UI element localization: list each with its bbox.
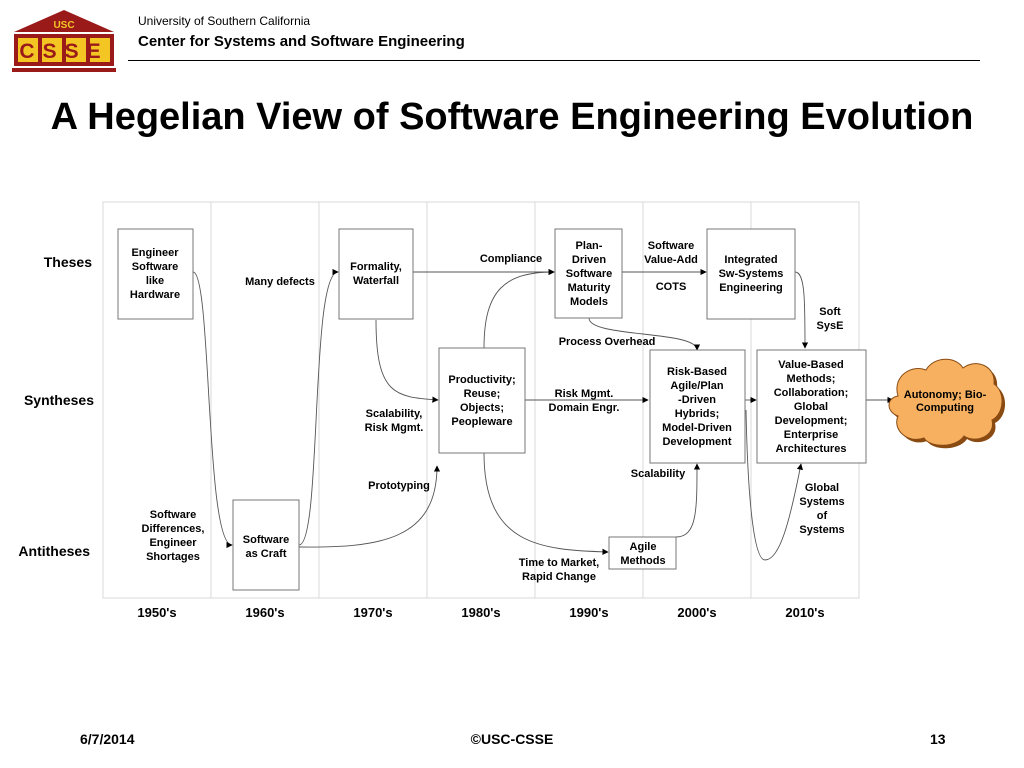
- box-text: Software as Craft: [243, 534, 289, 560]
- edge-label: Global Systems of Systems: [799, 482, 844, 536]
- box-text: Risk-Based Agile/Plan -Driven Hybrids; Model…: [662, 366, 732, 448]
- arrow-craft-to-productivity: [298, 465, 441, 548]
- usc-csse-logo: USC CSSE: [12, 10, 116, 72]
- arrow-productivity-to-agile: [483, 452, 609, 555]
- logo-top-text: USC: [53, 20, 74, 31]
- footer-page-number: 13: [930, 731, 946, 747]
- box-integrated: [706, 228, 796, 320]
- box-text: Autonomy; Bio-Computing: [904, 389, 987, 414]
- autonomy-cloud: [888, 358, 1006, 449]
- edge-label: Risk Mgmt. Domain Engr.: [549, 388, 620, 414]
- arrow-formality-to-productivity: [375, 319, 439, 403]
- box-risk-based: [649, 349, 746, 464]
- edge-label: Many defects: [245, 276, 315, 288]
- decade-label: 1960's: [245, 605, 284, 620]
- edge-label: Compliance: [480, 253, 542, 265]
- edge-label: Scalability: [631, 468, 686, 480]
- box-plan-driven: [554, 228, 623, 319]
- row-label-theses: Theses: [44, 254, 92, 270]
- box-software-as-craft: [232, 499, 300, 591]
- box-text: Integrated Sw-Systems Engineering: [719, 254, 784, 294]
- arrow-plan-driven-to-risk-based: [588, 317, 701, 351]
- arrow-craft-to-formality: [298, 268, 339, 546]
- logo-bottom-text: CSSE: [19, 40, 108, 63]
- edge-label: Process Overhead: [559, 336, 656, 348]
- row-label-antitheses: Antitheses: [18, 543, 90, 559]
- decade-label: 1980's: [461, 605, 500, 620]
- header-rule: [128, 60, 980, 61]
- edge-label: Software Value-Add: [644, 240, 698, 266]
- box-text: Agile Methods: [620, 541, 665, 567]
- edge-label: Scalability, Risk Mgmt.: [365, 408, 424, 434]
- edge-label: Soft SysE: [817, 306, 844, 332]
- row-label-syntheses: Syntheses: [24, 392, 94, 408]
- box-text: Engineer Software like Hardware: [130, 247, 180, 301]
- center-name: Center for Systems and Software Engineer…: [138, 33, 465, 50]
- edge-label: Software Differences, Engineer Shortages: [142, 509, 205, 563]
- decade-label: 2000's: [677, 605, 716, 620]
- box-formality-waterfall: [338, 228, 414, 320]
- box-text: Value-Based Methods; Collaboration; Global D…: [774, 359, 849, 455]
- box-text: Plan-Driven Software Maturity Models: [566, 240, 612, 308]
- page-title: A Hegelian View of Software Engineering …: [50, 96, 974, 138]
- edge-label: COTS: [656, 281, 687, 293]
- arrow-agile-to-risk-based: [675, 463, 701, 538]
- footer-copyright: ©USC-CSSE: [470, 731, 554, 747]
- box-agile-methods: [608, 536, 677, 570]
- arrow-risk-to-value-global: [745, 409, 803, 561]
- box-productivity: [438, 347, 526, 454]
- arrow-engineer-to-craft: [192, 271, 233, 549]
- decade-label: 2010's: [785, 605, 824, 620]
- box-text: Productivity; Reuse; Objects; Peopleware: [448, 374, 515, 428]
- decade-label: 1970's: [353, 605, 392, 620]
- box-engineer-software: [117, 228, 194, 320]
- arrow-integrated-to-value-based: [794, 271, 809, 349]
- box-text: Formality, Waterfall: [350, 261, 402, 287]
- decade-label: 1950's: [137, 605, 176, 620]
- edge-label: Time to Market, Rapid Change: [519, 557, 600, 583]
- university-name: University of Southern California: [138, 14, 311, 28]
- footer-date: 6/7/2014: [80, 731, 135, 747]
- arrow-productivity-to-plan-driven: [483, 268, 555, 349]
- box-value-based: [756, 349, 867, 464]
- decade-label: 1990's: [569, 605, 608, 620]
- edge-label: Prototyping: [368, 480, 430, 492]
